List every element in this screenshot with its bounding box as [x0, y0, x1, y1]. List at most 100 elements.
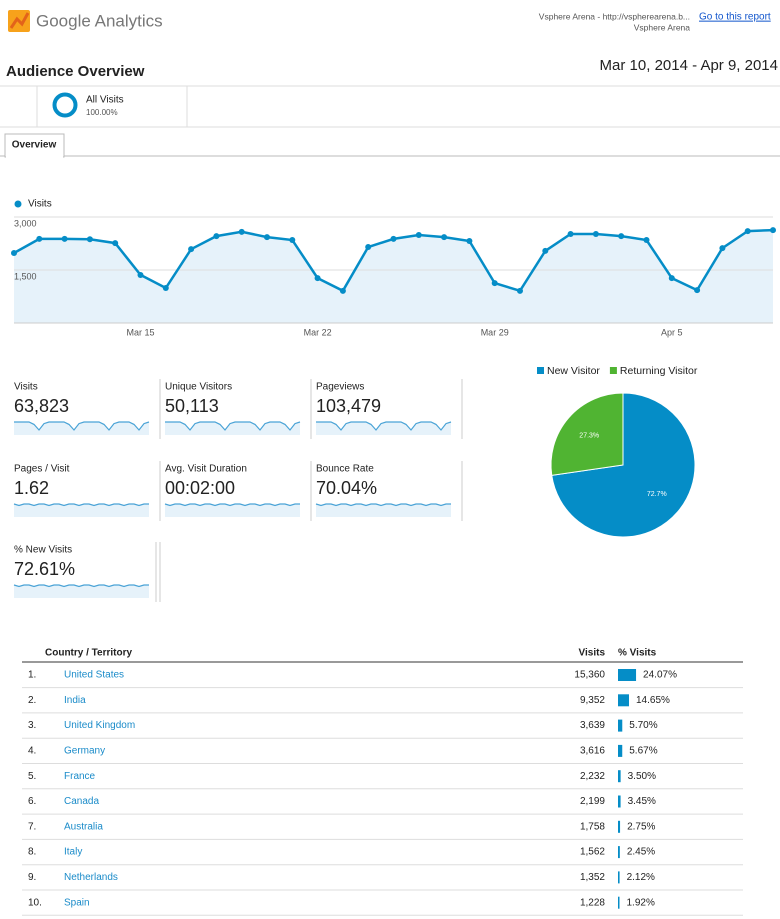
x-tick-label: Mar 29 [481, 327, 509, 337]
metric-label: Unique Visitors [165, 382, 232, 393]
visits: 15,360 [574, 670, 605, 681]
sparkline-area [316, 504, 451, 517]
point [112, 240, 119, 247]
slice-label: 27.3% [579, 433, 599, 440]
country: India [64, 695, 86, 706]
view-name: Vsphere Arena [634, 22, 691, 32]
share-bar [618, 846, 620, 859]
share-bar [618, 719, 623, 732]
point [719, 245, 726, 252]
area [14, 230, 773, 323]
visits: 3,616 [580, 746, 605, 757]
metric-value: 103,479 [316, 396, 381, 416]
metric-label: Avg. Visit Duration [165, 464, 247, 475]
metric-label: Pages / Visit [14, 464, 70, 475]
tab-label[interactable]: Overview [12, 140, 57, 151]
share: 14.65% [636, 695, 670, 706]
point [61, 235, 68, 242]
country: Spain [64, 897, 90, 908]
sparkline [13, 584, 149, 588]
property-name: Vsphere Arena - http://vspherearena.b... [539, 11, 690, 21]
sparkline-area [316, 422, 451, 435]
share: 1.92% [627, 897, 655, 908]
sparkline [315, 503, 451, 507]
share-bar [618, 669, 637, 681]
sparkline [164, 503, 300, 507]
logo [8, 10, 30, 32]
column-header: Visits [579, 648, 606, 659]
point [390, 235, 397, 242]
point [567, 230, 574, 237]
x-tick-label: Mar 15 [126, 327, 154, 337]
segment-name: All Visits [86, 95, 124, 106]
point [86, 236, 93, 243]
metric-label: Bounce Rate [316, 464, 374, 475]
point [466, 238, 473, 245]
point [188, 246, 195, 253]
report-link[interactable]: Go to this report [699, 12, 771, 23]
share-bar [618, 770, 621, 783]
column-header: Country / Territory [45, 648, 132, 659]
point [314, 275, 321, 282]
share: 5.67% [629, 746, 657, 757]
visits: 1,562 [580, 847, 605, 858]
sparkline-area [14, 504, 149, 517]
point [643, 236, 650, 243]
share-bar [618, 896, 620, 909]
point [542, 247, 549, 254]
point [137, 271, 144, 278]
country: France [64, 771, 96, 782]
share: 5.70% [629, 720, 657, 731]
sparkline-area [14, 585, 149, 598]
visits: 1,352 [580, 872, 605, 883]
rank: 8. [28, 847, 36, 858]
metric-value: 70.04% [316, 478, 377, 498]
point [365, 244, 372, 251]
rank: 5. [28, 771, 36, 782]
legend-label: Visits [28, 199, 52, 210]
point [592, 230, 599, 237]
slice-label: 72.7% [647, 491, 667, 498]
legend-label: Returning Visitor [620, 365, 698, 377]
sparkline-area [165, 422, 300, 435]
column-header: % Visits [618, 648, 657, 659]
point [618, 233, 625, 240]
share-bar [618, 744, 623, 757]
rank: 4. [28, 746, 36, 757]
point [264, 234, 270, 241]
legend-swatch [537, 367, 544, 374]
share: 2.12% [627, 872, 655, 883]
y-tick-label: 3,000 [14, 218, 37, 228]
share-bar [618, 871, 620, 884]
share-bar [618, 820, 621, 833]
point [213, 233, 220, 240]
point [238, 228, 245, 235]
legend-label: New Visitor [547, 365, 600, 377]
metric-value: 50,113 [165, 396, 219, 416]
point [11, 250, 17, 257]
segment-icon [52, 92, 78, 118]
rank: 1. [28, 670, 36, 681]
rank: 3. [28, 720, 36, 731]
share: 2.75% [627, 821, 655, 832]
point [668, 275, 675, 282]
legend-swatch [609, 367, 617, 374]
share: 3.45% [628, 796, 656, 807]
point [770, 227, 776, 234]
x-tick-label: Mar 22 [304, 327, 332, 337]
metric-value: 1.62 [14, 478, 49, 498]
metric-label: Visits [14, 382, 38, 393]
rank: 10. [28, 897, 42, 908]
visits: 2,232 [580, 771, 605, 782]
point [744, 228, 751, 235]
country: Australia [64, 821, 103, 832]
metric-label: Pageviews [316, 382, 364, 393]
rank: 9. [28, 872, 36, 883]
point [517, 287, 523, 294]
report-title: Audience Overview [6, 63, 145, 80]
country: Germany [64, 746, 105, 757]
date-range: Mar 10, 2014 - Apr 9, 2014 [600, 57, 778, 74]
metric-label: % New Visits [14, 545, 72, 556]
sparkline [14, 421, 150, 431]
